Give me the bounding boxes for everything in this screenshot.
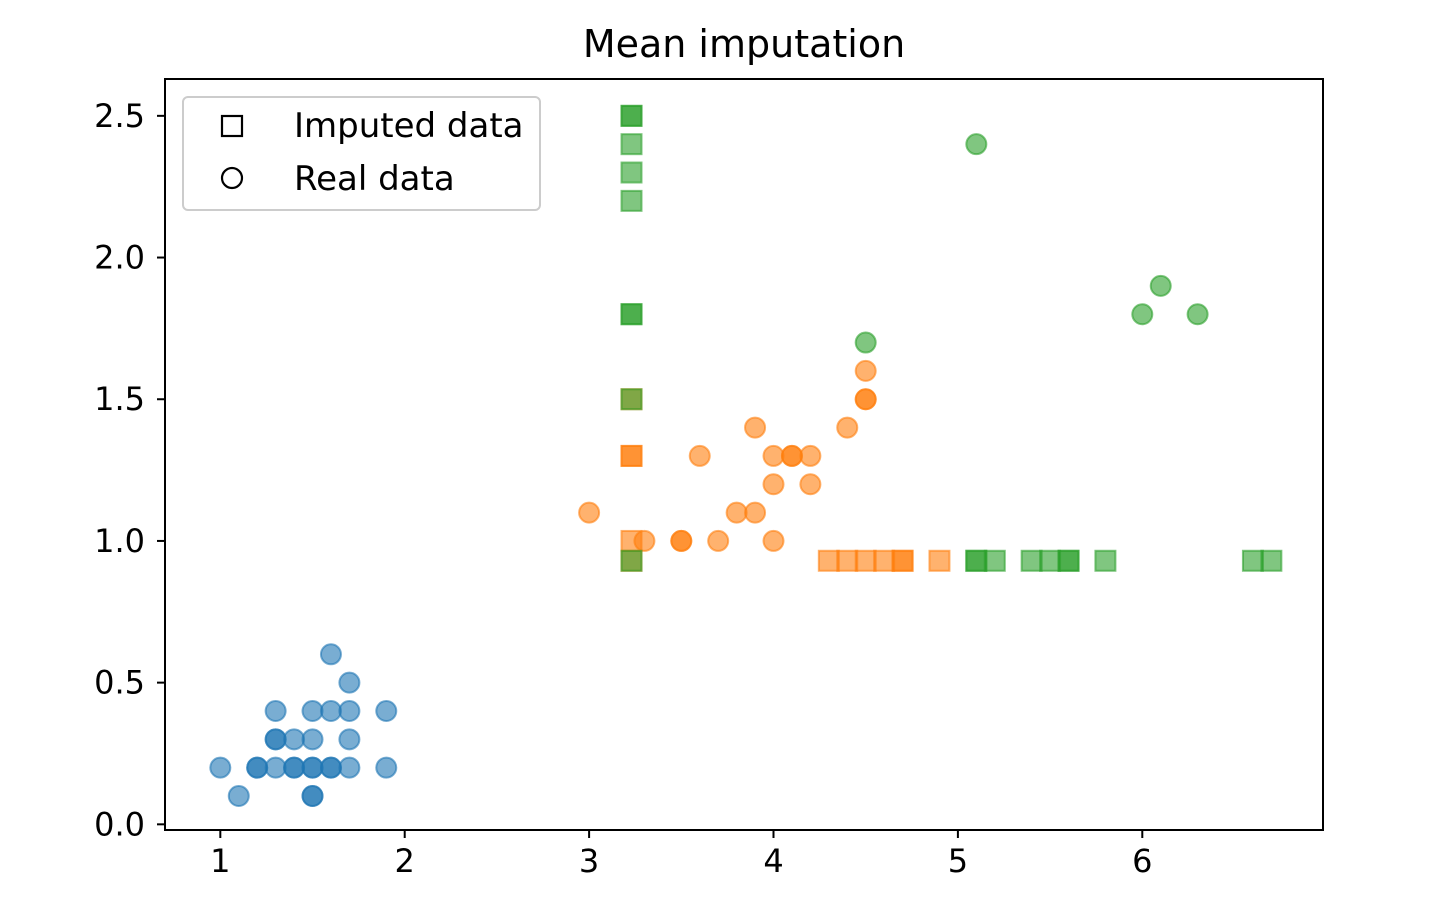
x-tick-label: 6: [1132, 842, 1152, 880]
real-point: [283, 756, 306, 779]
real-point: [1149, 274, 1172, 297]
x-tick-label: 3: [579, 842, 599, 880]
imputed-point: [620, 161, 643, 184]
real-point: [854, 388, 877, 411]
imputed-point: [620, 189, 643, 212]
imputed-point: [620, 303, 643, 326]
real-point: [338, 728, 361, 751]
plot-frame: [164, 78, 1324, 831]
real-point: [375, 699, 398, 722]
y-axis: 0.0 0.5 1.0 1.5 2.0 2.5: [94, 97, 165, 843]
real-point: [338, 699, 361, 722]
real-point: [799, 444, 822, 467]
real-point: [578, 501, 601, 524]
real-point: [319, 699, 342, 722]
x-tick-label: 4: [763, 842, 783, 880]
y-tick-label: 2.5: [94, 97, 145, 135]
real-point: [319, 756, 342, 779]
imputed-point: [1039, 549, 1062, 572]
imputed-point: [1094, 549, 1117, 572]
real-point: [836, 416, 859, 439]
x-tick-label: 2: [395, 842, 415, 880]
real-point: [264, 699, 287, 722]
legend-box: [182, 96, 541, 211]
imputed-point: [620, 444, 643, 467]
real-point: [762, 444, 785, 467]
real-point: [762, 529, 785, 552]
imputed-point: [620, 549, 643, 572]
real-point: [670, 529, 693, 552]
imputed-point: [1020, 549, 1043, 572]
x-tick-label: 1: [210, 842, 230, 880]
imputed-point: [620, 388, 643, 411]
y-tick-label: 2.0: [94, 239, 145, 277]
imputed-point: [1057, 549, 1080, 572]
imputed-point: [620, 133, 643, 156]
y-tick-label: 0.5: [94, 664, 145, 702]
imputed-point: [620, 104, 643, 127]
real-point: [283, 728, 306, 751]
real-point: [780, 444, 803, 467]
chart-title: Mean imputation: [583, 22, 905, 66]
real-point: [209, 756, 232, 779]
real-point: [707, 529, 730, 552]
real-point: [725, 501, 748, 524]
legend-square-marker: [220, 114, 244, 138]
imputed-point: [817, 549, 840, 572]
real-point: [965, 133, 988, 156]
real-point: [688, 444, 711, 467]
real-point: [301, 756, 324, 779]
legend-label-real: Real data: [294, 159, 455, 199]
real-point: [854, 359, 877, 382]
imputed-point: [891, 549, 914, 572]
y-tick-label: 1.5: [94, 380, 145, 418]
real-point: [338, 671, 361, 694]
imputed-point: [928, 549, 951, 572]
imputed-point: [983, 549, 1006, 572]
real-point: [744, 501, 767, 524]
imputed-point: [854, 549, 877, 572]
real-point: [301, 728, 324, 751]
real-point: [264, 756, 287, 779]
legend: Imputed data Real data: [182, 96, 541, 211]
real-point: [375, 756, 398, 779]
imputed-point: [1241, 549, 1264, 572]
y-tick-label: 1.0: [94, 522, 145, 560]
real-point: [227, 784, 250, 807]
imputed-point: [1260, 549, 1283, 572]
imputed-point: [620, 529, 643, 552]
real-point: [762, 473, 785, 496]
x-axis: 1 2 3 4 5 6: [210, 830, 1152, 880]
x-tick-label: 5: [948, 842, 968, 880]
real-point: [246, 756, 269, 779]
real-point: [264, 728, 287, 751]
imputed-point: [965, 549, 988, 572]
legend-circle-marker: [220, 166, 244, 190]
real-point: [744, 416, 767, 439]
imputed-point: [873, 549, 896, 572]
real-point: [301, 784, 324, 807]
y-tick-label: 0.0: [94, 805, 145, 843]
imputed-point: [836, 549, 859, 572]
real-point: [319, 643, 342, 666]
real-point: [799, 473, 822, 496]
real-point: [338, 756, 361, 779]
real-point: [1186, 303, 1209, 326]
legend-label-imputed: Imputed data: [294, 106, 524, 146]
real-point: [854, 331, 877, 354]
real-point: [301, 699, 324, 722]
real-point: [1131, 303, 1154, 326]
points-layer: [209, 104, 1283, 807]
